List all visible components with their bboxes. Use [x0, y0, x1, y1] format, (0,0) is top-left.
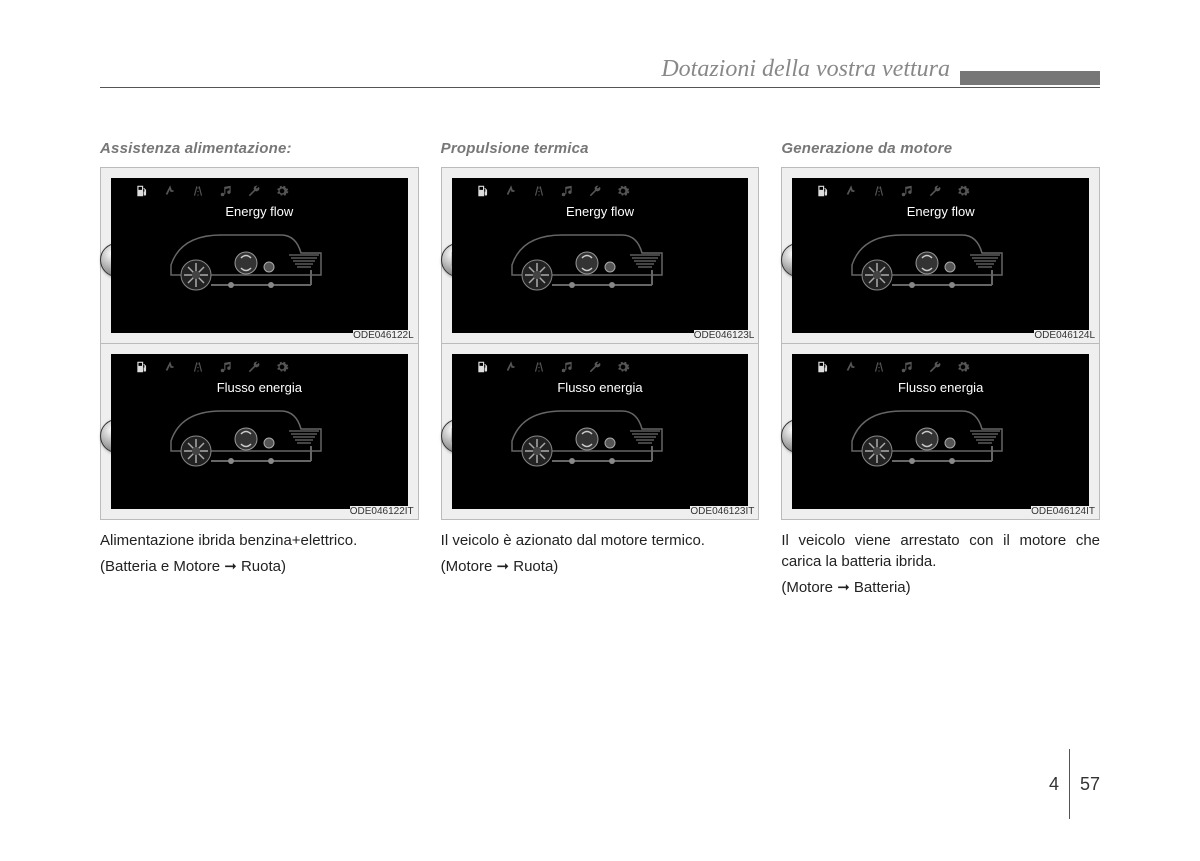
screen-title: Energy flow [452, 204, 749, 219]
fuel-icon [133, 184, 151, 198]
screen-title: Flusso energia [111, 380, 408, 395]
image-code: ODE046122IT [350, 506, 414, 517]
wrench-icon [586, 360, 604, 374]
nav-arrow-icon [161, 184, 179, 198]
screen-topbar [452, 354, 749, 374]
music-icon [898, 184, 916, 198]
page-number: 57 [1080, 774, 1100, 795]
screen-topbar [111, 354, 408, 374]
screen-topbar [452, 178, 749, 198]
wrench-icon [926, 360, 944, 374]
wrench-icon [926, 184, 944, 198]
road-icon [870, 184, 888, 198]
fuel-icon [474, 360, 492, 374]
screen-box-bottom: D Flusso energia [441, 344, 760, 520]
screen-topbar [111, 178, 408, 198]
nav-arrow-icon [842, 360, 860, 374]
music-icon [217, 184, 235, 198]
fuel-icon [133, 360, 151, 374]
screen-title: Energy flow [111, 204, 408, 219]
screen-title: Energy flow [792, 204, 1089, 219]
column-generazione: Generazione da motore D Energy flow [781, 140, 1100, 596]
gear-icon [273, 360, 291, 374]
infotainment-screen: Flusso energia [111, 354, 408, 509]
fuel-icon [474, 184, 492, 198]
music-icon [558, 360, 576, 374]
wrench-icon [586, 184, 604, 198]
column-assistenza: Assistenza alimentazione: D Energy flow [100, 140, 419, 596]
screen-box-top: D Energy flow [781, 167, 1100, 344]
caption-line2: (Batteria e Motore ➞ Ruota) [100, 557, 419, 575]
chapter-number: 4 [1049, 774, 1059, 795]
screen-box-bottom: D Flusso energia [100, 344, 419, 520]
caption-line1: Il veicolo è azionato dal motore termico… [441, 530, 760, 551]
page-separator [1069, 749, 1070, 819]
content-columns: Assistenza alimentazione: D Energy flow [100, 140, 1100, 596]
infotainment-screen: Energy flow [452, 178, 749, 333]
road-icon [870, 360, 888, 374]
energy-flow-diagram [492, 401, 702, 481]
energy-flow-diagram [832, 401, 1042, 481]
image-code: ODE046124L [1034, 330, 1095, 341]
screen-topbar [792, 354, 1089, 374]
caption-line1: Alimentazione ibrida benzina+elettrico. [100, 530, 419, 551]
screen-topbar [792, 178, 1089, 198]
page-footer: 4 57 [1049, 749, 1100, 819]
image-code: ODE046122L [353, 330, 414, 341]
column-heading: Generazione da motore [781, 140, 1100, 157]
gear-icon [954, 184, 972, 198]
header-title: Dotazioni della vostra vettura [100, 56, 960, 85]
nav-arrow-icon [842, 184, 860, 198]
wrench-icon [245, 184, 263, 198]
road-icon [189, 184, 207, 198]
fuel-icon [814, 184, 832, 198]
screen-title: Flusso energia [452, 380, 749, 395]
infotainment-screen: Energy flow [111, 178, 408, 333]
music-icon [898, 360, 916, 374]
gear-icon [614, 360, 632, 374]
caption-line2: (Motore ➞ Ruota) [441, 557, 760, 575]
caption-line2: (Motore ➞ Batteria) [781, 578, 1100, 596]
column-heading: Propulsione termica [441, 140, 760, 157]
energy-flow-diagram [151, 225, 361, 305]
nav-arrow-icon [161, 360, 179, 374]
music-icon [217, 360, 235, 374]
road-icon [189, 360, 207, 374]
caption-line1: Il veicolo viene arrestato con il motore… [781, 530, 1100, 572]
nav-arrow-icon [502, 360, 520, 374]
infotainment-screen: Flusso energia [792, 354, 1089, 509]
gear-icon [614, 184, 632, 198]
screen-title: Flusso energia [792, 380, 1089, 395]
screen-box-top: D Energy flow [441, 167, 760, 344]
screen-box-bottom: D Flusso energia [781, 344, 1100, 520]
gear-icon [273, 184, 291, 198]
road-icon [530, 360, 548, 374]
image-code: ODE046123L [694, 330, 755, 341]
screen-box-top: D Energy flow [100, 167, 419, 344]
column-propulsione: Propulsione termica D Energy flow [441, 140, 760, 596]
fuel-icon [814, 360, 832, 374]
energy-flow-diagram [151, 401, 361, 481]
image-code: ODE046123IT [690, 506, 754, 517]
road-icon [530, 184, 548, 198]
header-accent-block [960, 71, 1100, 85]
infotainment-screen: Energy flow [792, 178, 1089, 333]
nav-arrow-icon [502, 184, 520, 198]
energy-flow-diagram [832, 225, 1042, 305]
gear-icon [954, 360, 972, 374]
page-header: Dotazioni della vostra vettura [100, 56, 1100, 88]
wrench-icon [245, 360, 263, 374]
image-code: ODE046124IT [1031, 506, 1095, 517]
energy-flow-diagram [492, 225, 702, 305]
column-heading: Assistenza alimentazione: [100, 140, 419, 157]
music-icon [558, 184, 576, 198]
infotainment-screen: Flusso energia [452, 354, 749, 509]
header-rule [100, 87, 1100, 88]
